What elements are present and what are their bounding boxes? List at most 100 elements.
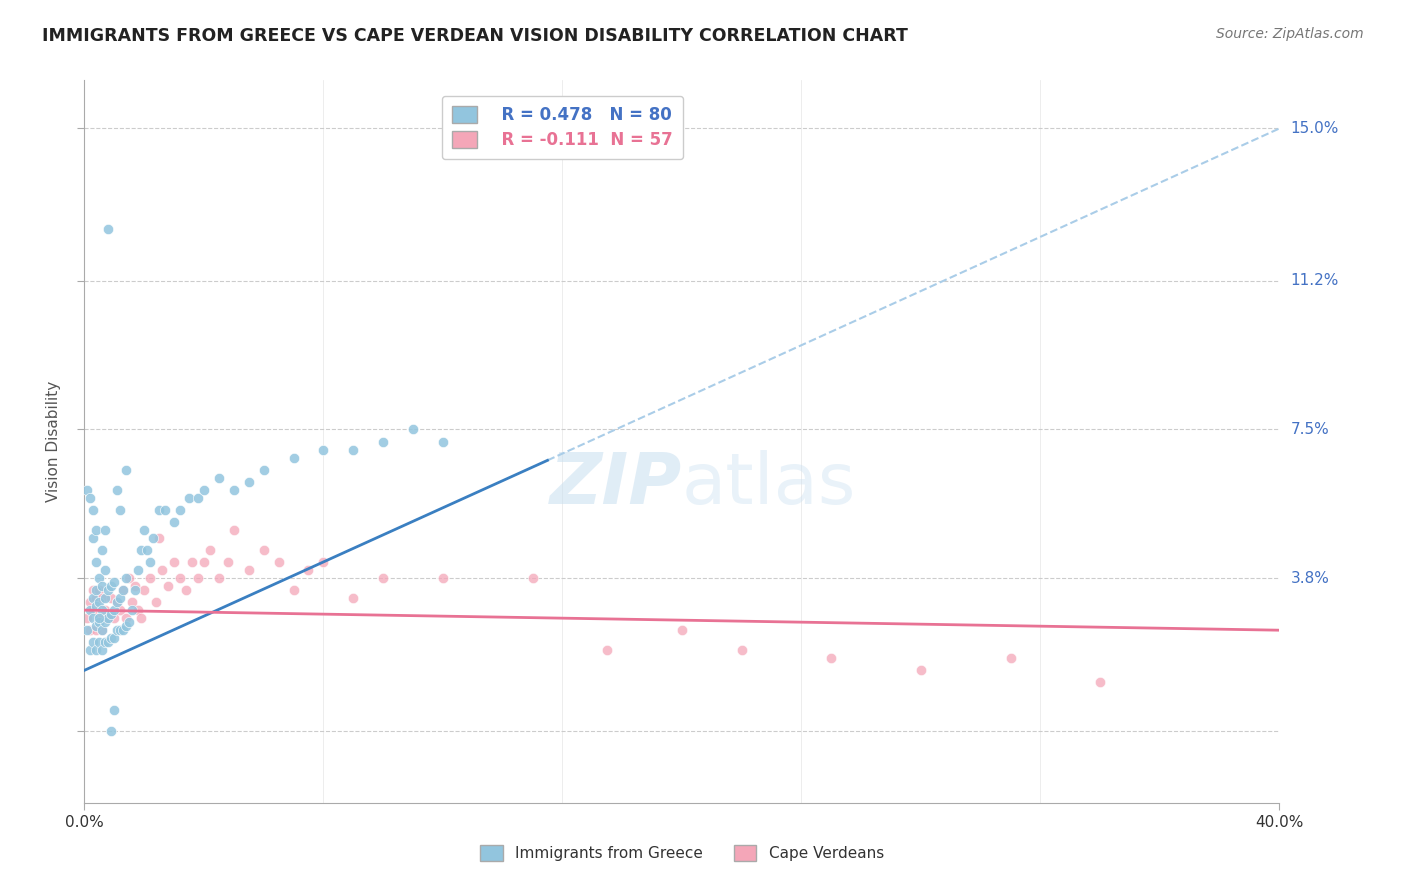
- Point: [91, 643, 114, 657]
- Point: [91, 623, 114, 637]
- Point: [820, 651, 842, 665]
- Point: [124, 583, 146, 598]
- Text: atlas: atlas: [682, 450, 856, 519]
- Point: [283, 450, 305, 465]
- Point: [187, 571, 209, 585]
- Point: [222, 483, 245, 497]
- Point: [112, 623, 135, 637]
- Y-axis label: Vision Disability: Vision Disability: [46, 381, 62, 502]
- Point: [177, 491, 200, 505]
- Point: [118, 615, 141, 630]
- Point: [163, 555, 186, 569]
- Point: [82, 502, 104, 516]
- Point: [1000, 651, 1022, 665]
- Point: [253, 462, 276, 476]
- Point: [129, 611, 152, 625]
- Point: [82, 583, 104, 598]
- Point: [115, 571, 138, 585]
- Point: [94, 523, 117, 537]
- Point: [115, 462, 138, 476]
- Point: [253, 542, 276, 557]
- Point: [169, 502, 191, 516]
- Point: [373, 571, 395, 585]
- Point: [82, 603, 104, 617]
- Point: [174, 583, 197, 598]
- Point: [193, 483, 215, 497]
- Point: [217, 555, 239, 569]
- Point: [86, 623, 108, 637]
- Point: [373, 434, 395, 449]
- Point: [94, 591, 117, 606]
- Point: [115, 611, 138, 625]
- Point: [89, 615, 111, 630]
- Point: [86, 555, 108, 569]
- Point: [208, 470, 231, 484]
- Point: [79, 491, 101, 505]
- Point: [100, 591, 122, 606]
- Point: [89, 611, 111, 625]
- Point: [342, 442, 364, 457]
- Point: [94, 603, 117, 617]
- Point: [121, 595, 143, 609]
- Point: [91, 623, 114, 637]
- Point: [142, 531, 165, 545]
- Point: [342, 591, 364, 606]
- Text: 11.2%: 11.2%: [1291, 274, 1339, 288]
- Point: [671, 623, 693, 637]
- Point: [97, 611, 120, 625]
- Point: [105, 595, 128, 609]
- Point: [132, 583, 156, 598]
- Point: [100, 723, 122, 738]
- Point: [103, 574, 125, 589]
- Text: IMMIGRANTS FROM GREECE VS CAPE VERDEAN VISION DISABILITY CORRELATION CHART: IMMIGRANTS FROM GREECE VS CAPE VERDEAN V…: [42, 27, 908, 45]
- Point: [94, 615, 117, 630]
- Point: [89, 611, 111, 625]
- Point: [110, 603, 132, 617]
- Point: [91, 579, 114, 593]
- Point: [169, 571, 191, 585]
- Point: [193, 555, 215, 569]
- Point: [79, 623, 101, 637]
- Point: [136, 542, 159, 557]
- Point: [312, 555, 335, 569]
- Point: [208, 571, 231, 585]
- Point: [163, 515, 186, 529]
- Text: 15.0%: 15.0%: [1291, 121, 1339, 136]
- Point: [79, 595, 101, 609]
- Point: [910, 664, 932, 678]
- Point: [86, 523, 108, 537]
- Point: [94, 635, 117, 649]
- Point: [150, 563, 173, 577]
- Point: [124, 579, 146, 593]
- Point: [105, 623, 128, 637]
- Point: [86, 599, 108, 614]
- Point: [181, 555, 204, 569]
- Point: [153, 502, 176, 516]
- Point: [82, 591, 104, 606]
- Point: [97, 611, 120, 625]
- Point: [89, 571, 111, 585]
- Point: [118, 571, 141, 585]
- Point: [148, 531, 170, 545]
- Point: [105, 483, 128, 497]
- Point: [76, 623, 98, 637]
- Point: [103, 611, 125, 625]
- Point: [157, 579, 180, 593]
- Point: [103, 603, 125, 617]
- Point: [79, 603, 101, 617]
- Point: [82, 611, 104, 625]
- Point: [112, 583, 135, 598]
- Point: [82, 531, 104, 545]
- Point: [94, 563, 117, 577]
- Point: [89, 635, 111, 649]
- Point: [89, 583, 111, 598]
- Point: [100, 579, 122, 593]
- Point: [139, 571, 162, 585]
- Point: [97, 635, 120, 649]
- Point: [132, 523, 156, 537]
- Point: [187, 491, 209, 505]
- Point: [115, 619, 138, 633]
- Point: [238, 475, 260, 489]
- Point: [121, 603, 143, 617]
- Text: 7.5%: 7.5%: [1291, 422, 1329, 437]
